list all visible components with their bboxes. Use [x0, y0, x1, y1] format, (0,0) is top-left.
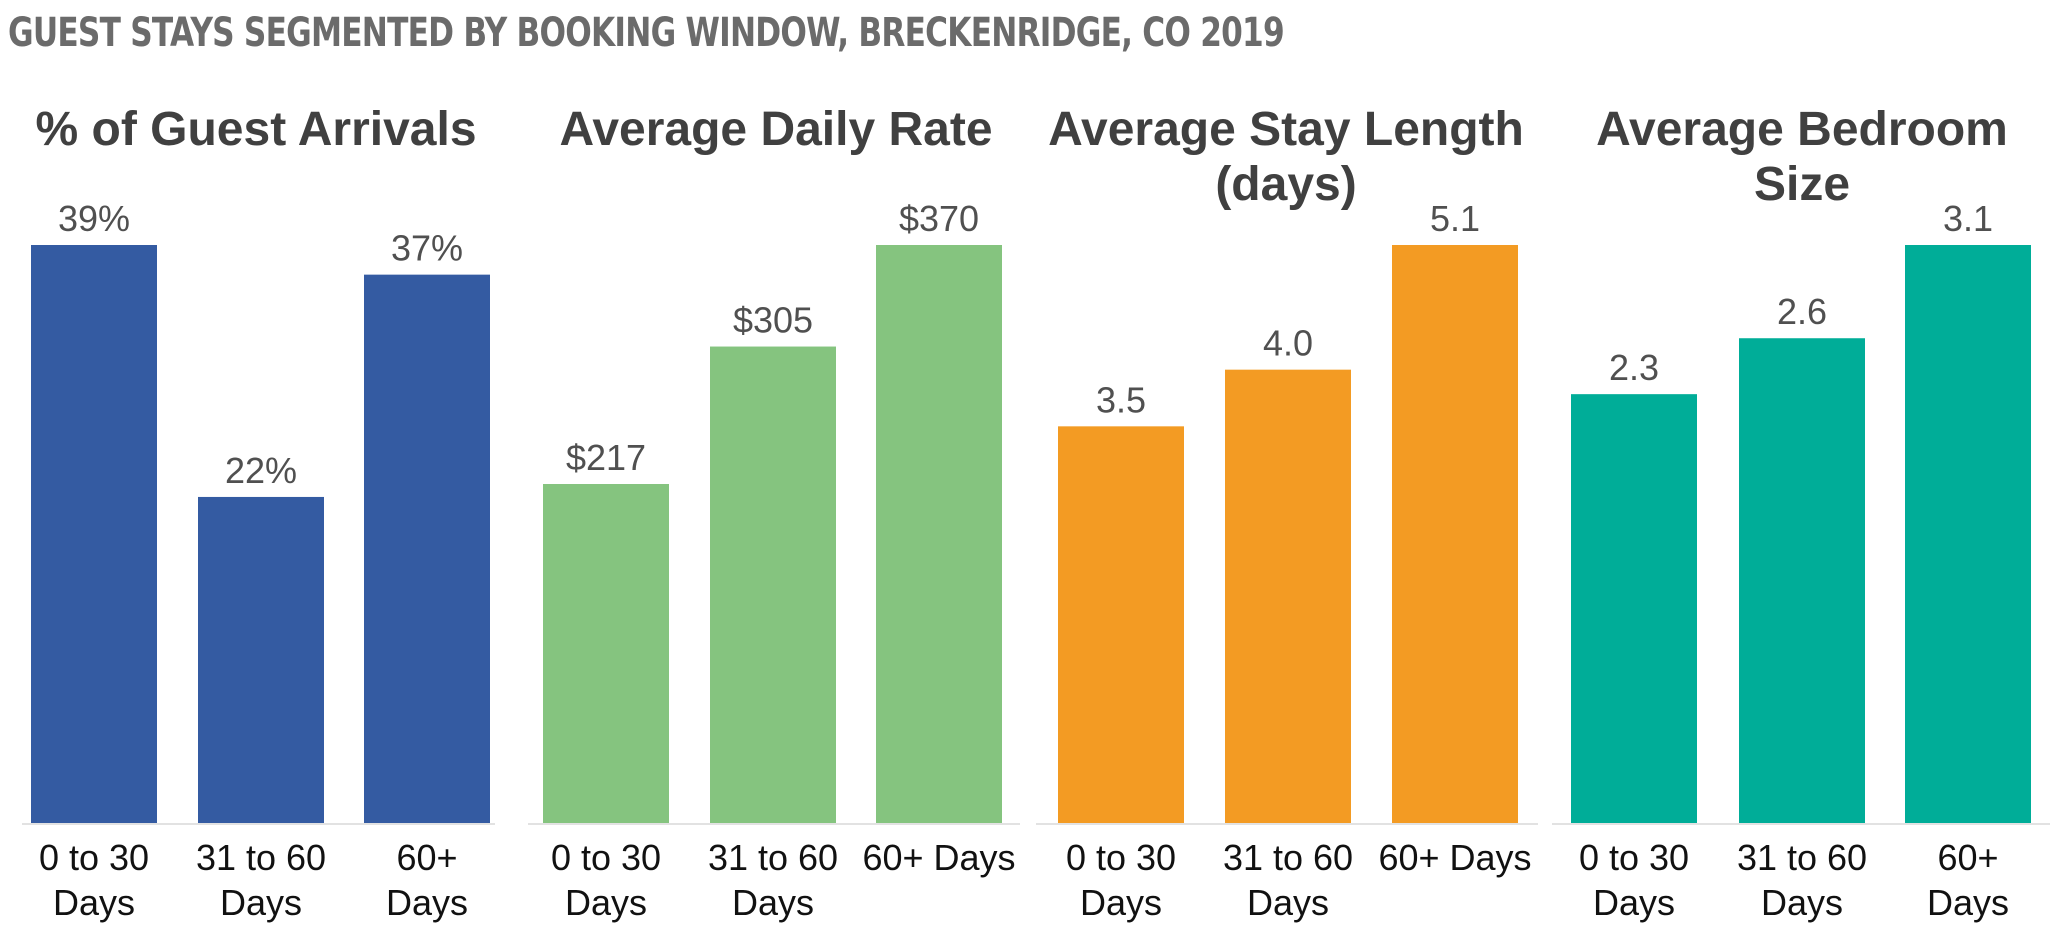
data-label: 37% [391, 228, 463, 269]
category-label: 31 to 60 Days [1737, 837, 1867, 923]
panel-title: % of Guest Arrivals [35, 103, 476, 156]
bar [1225, 369, 1351, 823]
category-label: 31 to 60 Days [196, 837, 326, 923]
bar [364, 274, 490, 824]
bar [1058, 426, 1184, 823]
data-label: 39% [58, 198, 130, 239]
category-label: 60+ Days [386, 837, 468, 923]
data-label: $370 [899, 198, 979, 239]
category-label: 0 to 30 Days [1579, 837, 1689, 923]
bar [31, 245, 157, 823]
bar [1392, 245, 1518, 823]
category-label: 0 to 30 Days [551, 837, 661, 923]
panel-title: Average Daily Rate [559, 103, 992, 156]
category-label: 31 to 60 Days [1223, 837, 1353, 923]
bar [198, 496, 324, 823]
data-label: 4.0 [1263, 323, 1313, 364]
category-label: 0 to 30 Days [1066, 837, 1176, 923]
data-label: $217 [566, 437, 646, 478]
data-label: 2.3 [1609, 347, 1659, 388]
category-label: 60+ Days [1927, 837, 2009, 923]
bar [1571, 394, 1697, 823]
data-label: 2.6 [1777, 291, 1827, 332]
category-label: 60+ Days [1378, 837, 1531, 878]
data-label: 3.1 [1943, 198, 1993, 239]
bar [876, 245, 1002, 823]
data-label: 22% [225, 450, 297, 491]
chart-panel-4: Average Bedroom Size 2.3 0 to 30 Days 2.6 31 t… [1552, 103, 2050, 923]
category-label: 0 to 30 Days [39, 837, 149, 923]
bar [1905, 245, 2031, 823]
bar [1739, 338, 1865, 823]
data-label: $305 [733, 300, 813, 341]
bar [710, 346, 836, 823]
category-label: 60+ Days [862, 837, 1015, 878]
category-label: 31 to 60 Days [708, 837, 838, 923]
chart-panel-3: Average Stay Length (days) 3.5 0 to 30 Days 4… [1036, 103, 1538, 923]
data-label: 5.1 [1430, 198, 1480, 239]
panel-title: Average Stay Length (days) [1048, 103, 1524, 211]
chart-panel-1: % of Guest Arrivals 39% 0 to 30 Days 22% 31 t… [22, 103, 495, 923]
chart-panel-2: Average Daily Rate $217 0 to 30 Days $305 31 … [528, 103, 1020, 923]
data-label: 3.5 [1096, 379, 1146, 420]
panel-title: Average Bedroom Size [1596, 103, 2008, 211]
page-title: GUEST STAYS SEGMENTED BY BOOKING WINDOW,… [8, 10, 1285, 56]
bar [543, 484, 669, 823]
